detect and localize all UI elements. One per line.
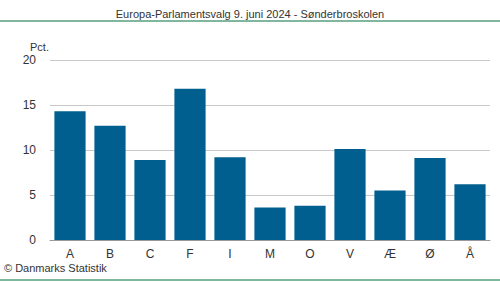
svg-text:B: B <box>106 247 114 261</box>
svg-text:15: 15 <box>23 98 37 112</box>
svg-text:Å: Å <box>466 246 474 261</box>
svg-text:20: 20 <box>23 53 37 67</box>
svg-text:O: O <box>305 247 314 261</box>
svg-text:A: A <box>66 247 74 261</box>
svg-text:10: 10 <box>23 143 37 157</box>
svg-text:I: I <box>228 247 231 261</box>
svg-text:5: 5 <box>29 188 36 202</box>
svg-text:F: F <box>186 247 193 261</box>
svg-text:Ø: Ø <box>425 247 434 261</box>
svg-text:Pct.: Pct. <box>30 41 49 53</box>
svg-text:V: V <box>346 247 354 261</box>
svg-text:0: 0 <box>29 233 36 247</box>
svg-text:Europa-Parlamentsvalg 9. juni: Europa-Parlamentsvalg 9. juni 2024 - Søn… <box>116 8 384 20</box>
svg-text:M: M <box>265 247 275 261</box>
svg-text:Æ: Æ <box>384 247 396 261</box>
svg-text:C: C <box>146 247 155 261</box>
svg-text:© Danmarks Statistik: © Danmarks Statistik <box>4 262 107 274</box>
